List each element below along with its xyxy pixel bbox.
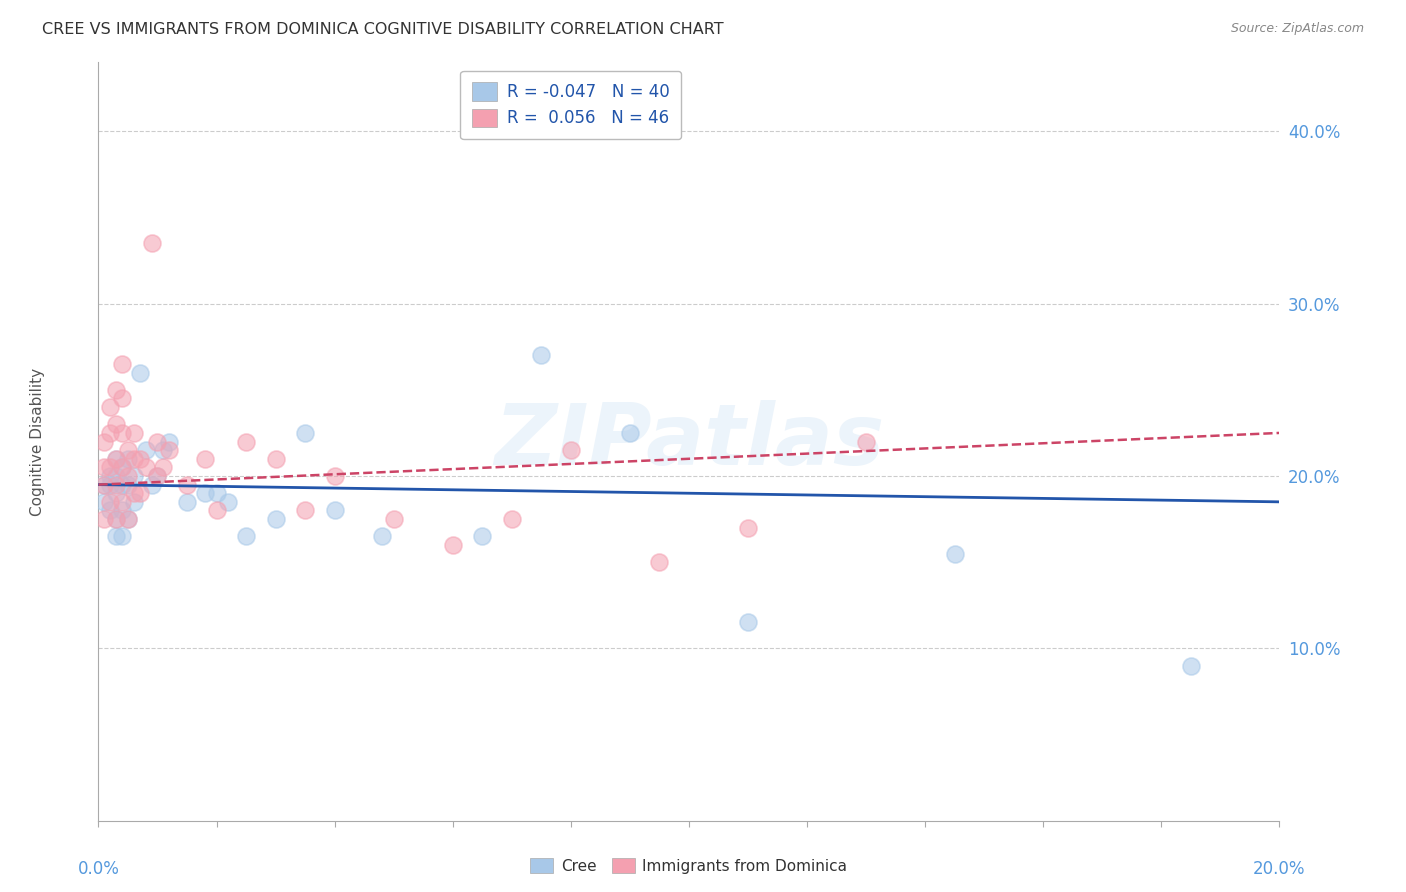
Point [111, 529, 134, 543]
Point [141, 236, 163, 251]
Point [105, 512, 128, 526]
Text: Source: ZipAtlas.com: Source: ZipAtlas.com [1230, 22, 1364, 36]
Point [294, 425, 316, 440]
Point [122, 425, 145, 440]
Point [98, 400, 121, 414]
Point [235, 529, 257, 543]
Point [105, 417, 128, 432]
Text: 0.0%: 0.0% [77, 860, 120, 878]
Point [737, 615, 759, 630]
Point [122, 469, 145, 483]
Text: 20.0%: 20.0% [1253, 860, 1306, 878]
Point [117, 477, 139, 491]
Point [117, 512, 139, 526]
Point [152, 443, 174, 458]
Text: CREE VS IMMIGRANTS FROM DOMINICA COGNITIVE DISABILITY CORRELATION CHART: CREE VS IMMIGRANTS FROM DOMINICA COGNITI… [42, 22, 724, 37]
Point [176, 477, 198, 491]
Point [111, 495, 134, 509]
Point [111, 460, 134, 475]
Point [217, 495, 239, 509]
Point [98, 425, 121, 440]
Point [146, 469, 169, 483]
Point [111, 392, 134, 406]
Point [105, 451, 128, 466]
Point [157, 443, 180, 458]
Point [111, 425, 134, 440]
Point [648, 555, 671, 569]
Point [176, 495, 198, 509]
Point [117, 512, 139, 526]
Point [371, 529, 394, 543]
Point [1180, 658, 1202, 673]
Point [157, 434, 180, 449]
Legend: Cree, Immigrants from Dominica: Cree, Immigrants from Dominica [523, 850, 855, 881]
Point [93, 495, 115, 509]
Text: Cognitive Disability: Cognitive Disability [31, 368, 45, 516]
Point [105, 383, 128, 397]
Point [105, 451, 128, 466]
Point [111, 357, 134, 371]
Point [93, 477, 115, 491]
Point [98, 495, 121, 509]
Point [105, 477, 128, 491]
Point [146, 469, 169, 483]
Point [93, 434, 115, 449]
Text: ZIPatlas: ZIPatlas [494, 400, 884, 483]
Point [128, 486, 150, 500]
Point [93, 460, 115, 475]
Point [98, 460, 121, 475]
Point [855, 434, 877, 449]
Point [105, 469, 128, 483]
Point [205, 486, 228, 500]
Point [152, 460, 174, 475]
Point [122, 486, 145, 500]
Point [560, 443, 582, 458]
Point [146, 434, 169, 449]
Point [530, 348, 553, 362]
Point [323, 503, 346, 517]
Point [122, 451, 145, 466]
Point [382, 512, 405, 526]
Point [194, 451, 217, 466]
Point [294, 503, 316, 517]
Point [93, 477, 115, 491]
Point [323, 469, 346, 483]
Point [194, 486, 217, 500]
Point [135, 460, 157, 475]
Point [117, 451, 139, 466]
Point [117, 443, 139, 458]
Point [471, 529, 494, 543]
Point [98, 477, 121, 491]
Point [141, 477, 163, 491]
Point [93, 512, 115, 526]
Point [98, 469, 121, 483]
Point [205, 503, 228, 517]
Point [117, 469, 139, 483]
Point [943, 547, 966, 561]
Point [441, 538, 464, 552]
Point [128, 366, 150, 380]
Point [235, 434, 257, 449]
Point [98, 503, 121, 517]
Point [105, 512, 128, 526]
Point [105, 529, 128, 543]
Point [135, 443, 157, 458]
Point [737, 521, 759, 535]
Point [111, 477, 134, 491]
Point [105, 486, 128, 500]
Point [111, 460, 134, 475]
Point [619, 425, 641, 440]
Point [111, 503, 134, 517]
Point [264, 512, 287, 526]
Point [501, 512, 523, 526]
Point [122, 495, 145, 509]
Point [128, 451, 150, 466]
Point [264, 451, 287, 466]
